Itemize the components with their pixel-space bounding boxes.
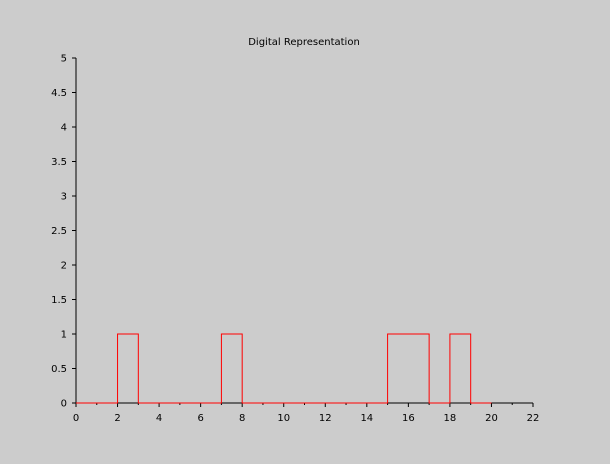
y-tick-label: 5 — [61, 54, 67, 65]
x-tick-label: 22 — [527, 413, 540, 424]
x-tick-label: 12 — [319, 413, 332, 424]
x-tick-label: 8 — [239, 413, 245, 424]
x-tick-label: 14 — [360, 413, 373, 424]
chart-title: Digital Representation — [248, 37, 360, 48]
y-tick-label: 4 — [61, 123, 67, 134]
y-tick-label: 1 — [61, 330, 67, 341]
x-tick-label: 6 — [197, 413, 203, 424]
y-tick-label: 3.5 — [51, 157, 67, 168]
x-tick-label: 18 — [444, 413, 457, 424]
y-tick-label: 2.5 — [51, 226, 67, 237]
y-tick-label: 4.5 — [51, 88, 67, 99]
y-tick-label: 2 — [61, 261, 67, 272]
x-tick-label: 20 — [485, 413, 498, 424]
y-tick-label: 3 — [61, 192, 67, 203]
x-tick-label: 2 — [114, 413, 120, 424]
x-tick-label: 10 — [277, 413, 290, 424]
x-tick-label: 16 — [402, 413, 415, 424]
y-tick-label: 0.5 — [51, 364, 67, 375]
series-line — [76, 333, 492, 404]
series-layer — [76, 333, 492, 404]
y-tick-label: 1.5 — [51, 295, 67, 306]
x-tick-label: 0 — [73, 413, 79, 424]
y-tick-label: 0 — [61, 399, 67, 410]
axes: 0 0.5 1 1.5 2 2.5 3 3.5 4 4.5 5 0 2 4 6 8 10 12 14 16 18 20 22 — [51, 54, 539, 425]
x-tick-label: 4 — [156, 413, 162, 424]
